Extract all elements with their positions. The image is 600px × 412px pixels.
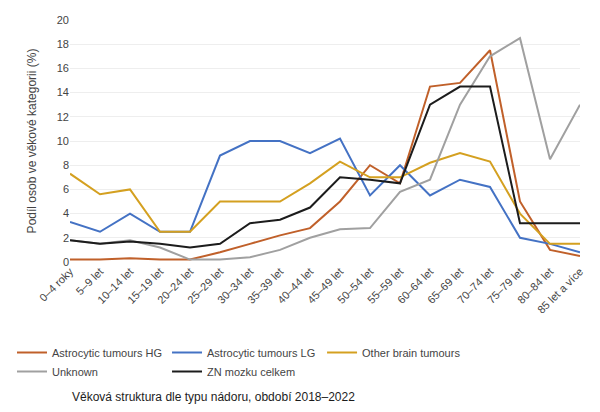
svg-text:Other brain tumours: Other brain tumours	[362, 347, 460, 359]
svg-text:55–59 let: 55–59 let	[365, 265, 405, 305]
svg-text:85 let a více: 85 let a více	[535, 265, 585, 315]
svg-text:50–54 let: 50–54 let	[335, 265, 375, 305]
svg-text:Unknown: Unknown	[52, 366, 98, 378]
svg-text:65–69 let: 65–69 let	[425, 265, 465, 305]
svg-text:Věková struktura dle typu nádo: Věková struktura dle typu nádoru, období…	[72, 390, 355, 404]
svg-text:16: 16	[57, 62, 69, 74]
svg-text:12: 12	[57, 111, 69, 123]
svg-text:20–24 let: 20–24 let	[155, 265, 195, 305]
svg-text:15–19 let: 15–19 let	[125, 265, 165, 305]
svg-text:40–44 let: 40–44 let	[275, 265, 315, 305]
svg-text:8: 8	[63, 159, 69, 171]
svg-text:Podíl osob ve věkové kategorii: Podíl osob ve věkové kategorii (%)	[25, 49, 39, 234]
svg-text:80–84 let: 80–84 let	[515, 265, 555, 305]
svg-text:14: 14	[57, 86, 69, 98]
svg-text:30–34 let: 30–34 let	[215, 265, 255, 305]
svg-text:4: 4	[63, 207, 69, 219]
svg-text:0–4 roky: 0–4 roky	[37, 265, 76, 304]
svg-text:ZN mozku celkem: ZN mozku celkem	[207, 366, 295, 378]
svg-text:10–14 let: 10–14 let	[95, 265, 135, 305]
svg-text:35–39 let: 35–39 let	[245, 265, 285, 305]
svg-text:25–29 let: 25–29 let	[185, 265, 225, 305]
svg-text:Astrocytic tumours LG: Astrocytic tumours LG	[207, 347, 315, 359]
svg-text:75–79 let: 75–79 let	[485, 265, 525, 305]
svg-text:45–49 let: 45–49 let	[305, 265, 345, 305]
svg-text:18: 18	[57, 38, 69, 50]
svg-text:2: 2	[63, 232, 69, 244]
svg-text:6: 6	[63, 183, 69, 195]
svg-text:60–64 let: 60–64 let	[395, 265, 435, 305]
svg-text:10: 10	[57, 135, 69, 147]
svg-text:5–9 let: 5–9 let	[73, 265, 105, 297]
svg-text:20: 20	[57, 14, 69, 26]
svg-text:Astrocytic tumours HG: Astrocytic tumours HG	[52, 347, 162, 359]
svg-text:0: 0	[63, 256, 69, 268]
svg-text:70–74 let: 70–74 let	[455, 265, 495, 305]
